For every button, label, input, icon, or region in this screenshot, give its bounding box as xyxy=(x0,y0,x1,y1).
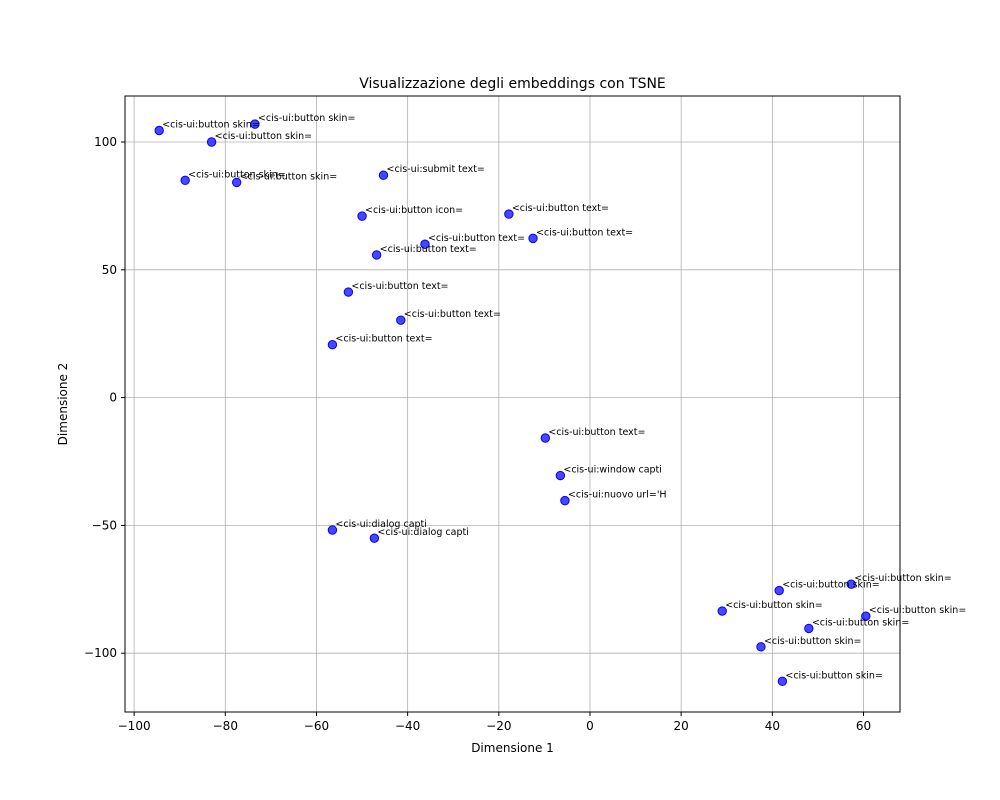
point-label: <cis-ui:button skin= xyxy=(240,171,337,182)
x-tick-label: −40 xyxy=(395,719,420,733)
y-tick-label: −100 xyxy=(84,646,117,660)
point-label: <cis-ui:button text= xyxy=(536,227,633,238)
y-axis-label: Dimensione 2 xyxy=(56,363,70,446)
point-label: <cis-ui:button skin= xyxy=(854,573,952,584)
y-tick-label: 50 xyxy=(102,263,117,277)
point-label: <cis-ui:button icon= xyxy=(365,205,463,216)
point-label: <cis-ui:submit text= xyxy=(386,164,484,175)
point-label: <cis-ui:nuovo url='H xyxy=(568,490,667,501)
data-point xyxy=(540,433,551,443)
data-point xyxy=(371,250,382,260)
data-point xyxy=(206,137,217,147)
x-tick-label: 0 xyxy=(586,719,594,733)
x-tick-label: −80 xyxy=(213,719,238,733)
data-point xyxy=(560,495,570,506)
point-label: <cis-ui:button skin= xyxy=(725,600,823,611)
data-point xyxy=(231,177,242,188)
point-label: <cis-ui:button text= xyxy=(548,427,645,438)
point-labels: <cis-ui:button skin=<cis-ui:button skin=… xyxy=(162,113,966,681)
point-label: <cis-ui:dialog capti xyxy=(377,527,469,538)
x-tick-label: −20 xyxy=(486,719,511,733)
data-point xyxy=(804,623,814,634)
point-label: <cis-ui:dialog capti xyxy=(335,519,427,530)
point-label: <cis-ui:button text= xyxy=(428,233,525,244)
data-point xyxy=(357,211,367,221)
data-point xyxy=(756,642,766,652)
x-tick-label: 60 xyxy=(856,719,871,733)
y-tick-label: 100 xyxy=(94,135,117,149)
point-label: <cis-ui:button text= xyxy=(512,203,609,214)
point-label: <cis-ui:button text= xyxy=(351,281,448,292)
data-point xyxy=(327,525,338,535)
grid xyxy=(125,96,900,712)
axis-ticks: −100 −80 −60 −40 −20 0 20 40 60 −100 −50 0 50 100 xyxy=(84,135,871,733)
x-tick-label: −60 xyxy=(304,719,329,733)
data-point xyxy=(369,533,380,543)
point-label: <cis-ui:button skin= xyxy=(215,131,313,142)
point-label: <cis-ui:button skin= xyxy=(258,113,356,124)
data-point xyxy=(327,340,338,350)
data-point xyxy=(777,676,788,687)
point-label: <cis-ui:button skin= xyxy=(782,580,880,591)
point-label: <cis-ui:button skin= xyxy=(162,120,259,131)
y-tick-label: −50 xyxy=(92,518,117,532)
data-point xyxy=(420,239,430,249)
point-label: <cis-ui:button text= xyxy=(335,334,432,345)
data-point xyxy=(154,125,164,136)
data-point xyxy=(250,119,260,129)
point-label: <cis-ui:button skin= xyxy=(764,636,862,647)
point-label: <cis-ui:button skin= xyxy=(785,670,883,681)
point-label: <cis-ui:button skin= xyxy=(188,169,285,180)
plot-frame xyxy=(124,95,901,713)
data-point xyxy=(861,611,871,621)
data-point xyxy=(555,470,566,481)
y-tick-label: 0 xyxy=(109,391,117,405)
data-point xyxy=(180,175,190,186)
point-label: <cis-ui:button text= xyxy=(380,244,477,255)
x-tick-label: 40 xyxy=(765,719,780,733)
point-label: <cis-ui:button text= xyxy=(404,309,501,320)
point-label: <cis-ui:button skin= xyxy=(869,605,967,616)
x-tick-label: 20 xyxy=(674,719,689,733)
point-label: <cis-ui:button skin= xyxy=(812,617,910,628)
x-tick-label: −100 xyxy=(118,719,151,733)
data-points xyxy=(154,119,871,687)
chart-title: Visualizzazione degli embeddings con TSN… xyxy=(359,76,666,92)
data-point xyxy=(396,315,406,325)
x-axis-label: Dimensione 1 xyxy=(471,741,554,755)
data-point xyxy=(717,606,727,616)
data-point xyxy=(504,209,514,219)
data-point xyxy=(343,287,354,297)
data-point xyxy=(378,170,389,180)
data-point xyxy=(528,233,538,244)
data-point xyxy=(774,585,784,596)
data-point xyxy=(846,579,856,589)
point-label: <cis-ui:window capti xyxy=(563,465,662,476)
